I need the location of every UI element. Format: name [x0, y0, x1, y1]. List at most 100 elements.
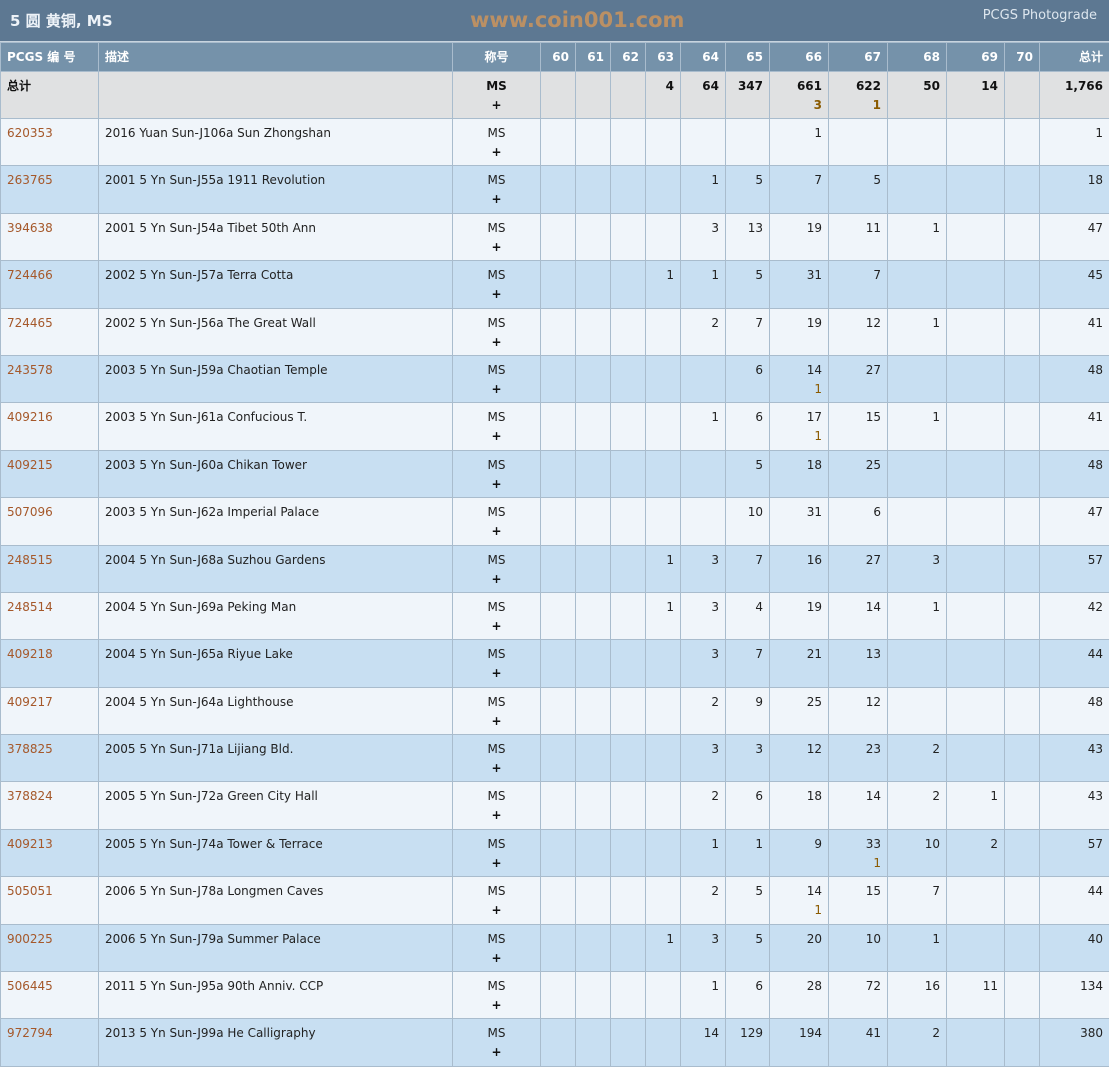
column-header-total[interactable]: 总计: [1040, 43, 1109, 72]
grade-count[interactable]: 33: [866, 837, 881, 851]
column-header-grade-63[interactable]: 63: [646, 43, 681, 72]
grade-count[interactable]: 15: [866, 884, 881, 898]
grade-count[interactable]: 5: [873, 173, 881, 187]
grade-count[interactable]: 13: [866, 647, 881, 661]
grade-count[interactable]: 3: [711, 932, 719, 946]
grade-count[interactable]: 7: [755, 553, 763, 567]
grade-count[interactable]: 13: [748, 221, 763, 235]
grade-count[interactable]: 20: [807, 932, 822, 946]
grade-count[interactable]: 6: [755, 363, 763, 377]
grade-count[interactable]: 6: [755, 789, 763, 803]
grade-count[interactable]: 27: [866, 363, 881, 377]
grade-count[interactable]: 2: [990, 837, 998, 851]
grade-count[interactable]: 16: [807, 553, 822, 567]
grade-count[interactable]: 17: [807, 410, 822, 424]
pcgs-number-link[interactable]: 248514: [7, 600, 53, 614]
grade-count[interactable]: 2: [711, 789, 719, 803]
pcgs-number-link[interactable]: 724466: [7, 268, 53, 282]
column-header-grade-60[interactable]: 60: [541, 43, 576, 72]
grade-count[interactable]: 9: [814, 837, 822, 851]
grade-count[interactable]: 18: [807, 458, 822, 472]
grade-count[interactable]: 6: [755, 979, 763, 993]
grade-count[interactable]: 41: [866, 1026, 881, 1040]
pcgs-number-link[interactable]: 248515: [7, 553, 53, 567]
pcgs-number-link[interactable]: 378825: [7, 742, 53, 756]
column-header-grade-70[interactable]: 70: [1005, 43, 1040, 72]
pcgs-number-link[interactable]: 900225: [7, 932, 53, 946]
pcgs-number-link[interactable]: 409217: [7, 695, 53, 709]
pcgs-number-link[interactable]: 263765: [7, 173, 53, 187]
grade-count[interactable]: 7: [873, 268, 881, 282]
grade-count[interactable]: 7: [814, 173, 822, 187]
grade-count[interactable]: 11: [983, 979, 998, 993]
grade-count[interactable]: 5: [755, 173, 763, 187]
grade-count[interactable]: 14: [807, 363, 822, 377]
grade-count[interactable]: 12: [807, 742, 822, 756]
grade-count[interactable]: 15: [866, 410, 881, 424]
grade-count[interactable]: 129: [740, 1026, 763, 1040]
grade-count[interactable]: 2: [932, 789, 940, 803]
grade-count[interactable]: 14: [866, 789, 881, 803]
grade-count[interactable]: 5: [755, 932, 763, 946]
pcgs-number-link[interactable]: 505051: [7, 884, 53, 898]
grade-count[interactable]: 3: [711, 600, 719, 614]
grade-count[interactable]: 1: [990, 789, 998, 803]
grade-count[interactable]: 19: [807, 600, 822, 614]
grade-count[interactable]: 10: [866, 932, 881, 946]
column-header-grade-64[interactable]: 64: [681, 43, 726, 72]
grade-count[interactable]: 3: [711, 553, 719, 567]
grade-count[interactable]: 4: [755, 600, 763, 614]
grade-count[interactable]: 1: [932, 600, 940, 614]
column-header-grade-68[interactable]: 68: [888, 43, 947, 72]
grade-count[interactable]: 1: [666, 600, 674, 614]
grade-count[interactable]: 10: [925, 837, 940, 851]
pcgs-number-link[interactable]: 378824: [7, 789, 53, 803]
grade-count[interactable]: 6: [755, 410, 763, 424]
grade-count[interactable]: 1: [711, 979, 719, 993]
grade-count[interactable]: 72: [866, 979, 881, 993]
grade-count[interactable]: 31: [807, 505, 822, 519]
grade-count[interactable]: 31: [807, 268, 822, 282]
pcgs-number-link[interactable]: 409216: [7, 410, 53, 424]
grade-count[interactable]: 1: [666, 268, 674, 282]
grade-count[interactable]: 11: [866, 221, 881, 235]
grade-count[interactable]: 12: [866, 695, 881, 709]
grade-count[interactable]: 1: [932, 316, 940, 330]
grade-count[interactable]: 14: [704, 1026, 719, 1040]
column-header-grade-61[interactable]: 61: [576, 43, 611, 72]
column-header-grade-67[interactable]: 67: [829, 43, 888, 72]
pcgs-number-link[interactable]: 972794: [7, 1026, 53, 1040]
grade-count[interactable]: 16: [925, 979, 940, 993]
pcgs-number-link[interactable]: 724465: [7, 316, 53, 330]
grade-count[interactable]: 1: [711, 837, 719, 851]
grade-count[interactable]: 2: [711, 884, 719, 898]
grade-count[interactable]: 27: [866, 553, 881, 567]
grade-count[interactable]: 2: [932, 742, 940, 756]
grade-count[interactable]: 25: [807, 695, 822, 709]
grade-count[interactable]: 9: [755, 695, 763, 709]
grade-count[interactable]: 12: [866, 316, 881, 330]
grade-count[interactable]: 7: [932, 884, 940, 898]
pcgs-number-link[interactable]: 243578: [7, 363, 53, 377]
pcgs-number-link[interactable]: 409213: [7, 837, 53, 851]
column-header-pcgs[interactable]: PCGS 编 号: [1, 43, 99, 72]
pcgs-number-link[interactable]: 409215: [7, 458, 53, 472]
grade-count[interactable]: 1: [755, 837, 763, 851]
grade-count[interactable]: 3: [711, 221, 719, 235]
grade-count[interactable]: 3: [711, 742, 719, 756]
grade-count[interactable]: 14: [807, 884, 822, 898]
grade-count[interactable]: 1: [932, 932, 940, 946]
grade-count[interactable]: 10: [748, 505, 763, 519]
grade-count[interactable]: 19: [807, 221, 822, 235]
grade-count[interactable]: 14: [866, 600, 881, 614]
grade-count[interactable]: 1: [711, 173, 719, 187]
grade-count[interactable]: 18: [807, 789, 822, 803]
column-header-grade-65[interactable]: 65: [726, 43, 770, 72]
grade-count[interactable]: 19: [807, 316, 822, 330]
pcgs-number-link[interactable]: 620353: [7, 126, 53, 140]
grade-count[interactable]: 5: [755, 458, 763, 472]
grade-count[interactable]: 25: [866, 458, 881, 472]
grade-count[interactable]: 28: [807, 979, 822, 993]
grade-count[interactable]: 2: [711, 316, 719, 330]
grade-count[interactable]: 7: [755, 647, 763, 661]
